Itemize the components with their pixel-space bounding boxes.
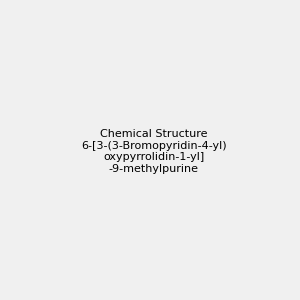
Text: Chemical Structure
6-[3-(3-Bromopyridin-4-yl)
oxypyrrolidin-1-yl]
-9-methylpurin: Chemical Structure 6-[3-(3-Bromopyridin-… (81, 129, 226, 174)
